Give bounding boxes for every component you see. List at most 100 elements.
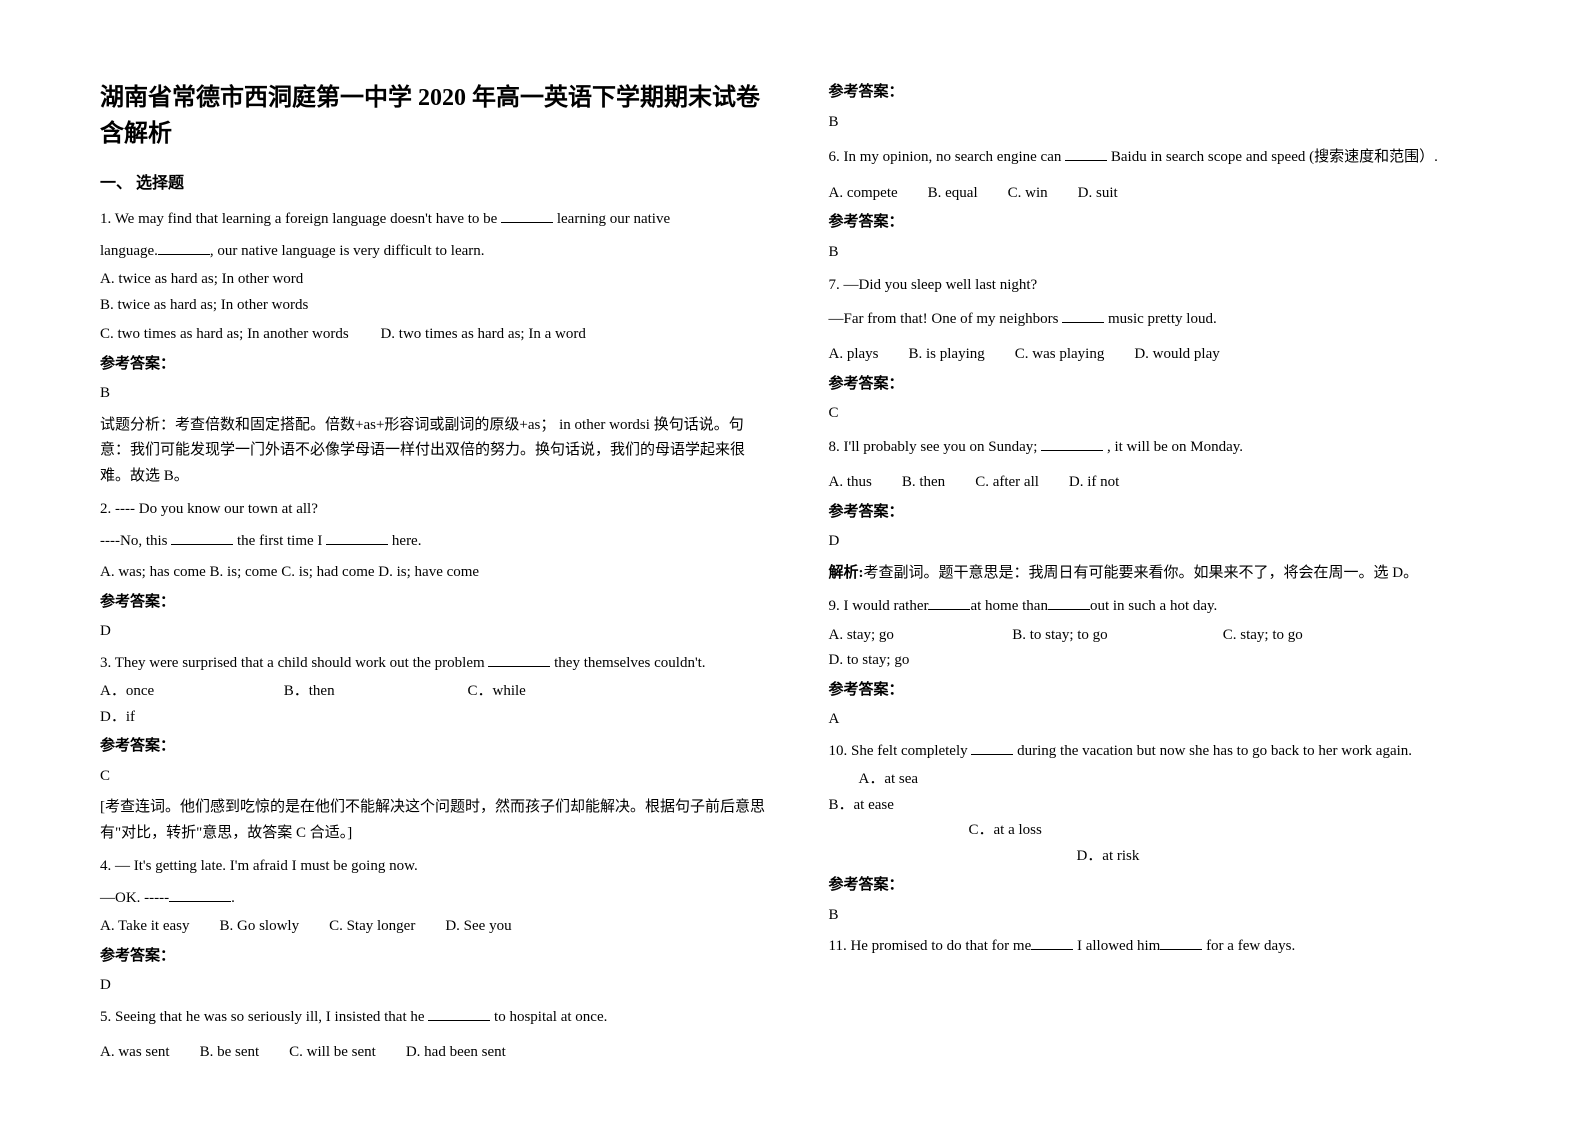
q1-optA: A. twice as hard as; In other word: [100, 267, 421, 293]
question-2-line2: ----No, this the first time I here.: [100, 529, 769, 555]
q8-optD: D. if not: [1069, 470, 1119, 496]
q8-expl-text: 考查副词。题干意思是：我周日有可能要来看你。如果来不了，将会在周一。选 D。: [864, 565, 1419, 581]
q4-line2b: .: [231, 890, 235, 906]
blank: [326, 531, 388, 545]
q4-answer: D: [100, 973, 769, 999]
q1-text-a: 1. We may find that learning a foreign l…: [100, 211, 497, 227]
q10-text-b: during the vacation but now she has to g…: [1017, 743, 1412, 759]
blank: [971, 741, 1013, 755]
q7-line2b: music pretty loud.: [1108, 311, 1217, 327]
q8-text-b: , it will be on Monday.: [1107, 439, 1243, 455]
q4-optC: C. Stay longer: [329, 914, 415, 940]
q3-optC: C．while: [468, 679, 622, 705]
q3-options: A．once B．then C．while D．if: [100, 679, 769, 730]
q9-optD: D. to stay; go: [829, 648, 963, 674]
q2-options: A. was; has come B. is; come C. is; had …: [100, 560, 769, 586]
blank: [428, 1007, 490, 1021]
q2-line2c: here.: [392, 533, 422, 549]
q3-answer: C: [100, 764, 769, 790]
q5-answer: B: [829, 110, 1498, 136]
q1-text-d: , our native language is very difficult …: [210, 243, 485, 259]
answer-label: 参考答案：: [829, 372, 1498, 398]
q9-options: A. stay; go B. to stay; to go C. stay; t…: [829, 623, 1498, 674]
question-7b: —Far from that! One of my neighbors musi…: [829, 307, 1498, 333]
q1-text-b: learning our native: [557, 211, 670, 227]
q7-optB: B. is playing: [909, 342, 985, 368]
answer-label: 参考答案：: [829, 873, 1498, 899]
q4-line2: —OK. -----: [100, 890, 169, 906]
q1-options: A. twice as hard as; In other word B. tw…: [100, 267, 769, 318]
blank: [158, 241, 210, 255]
answer-label: 参考答案：: [100, 734, 769, 760]
question-8: 8. I'll probably see you on Sunday; , it…: [829, 435, 1498, 461]
q1-optC: C. two times as hard as; In another word…: [100, 322, 349, 348]
q10-options: A．at sea B．at ease C．at a loss D．at risk: [829, 767, 1498, 869]
answer-label: 参考答案：: [100, 590, 769, 616]
q10-optA: A．at sea: [829, 767, 1150, 793]
blank: [1160, 937, 1202, 951]
q6-optB: B. equal: [928, 181, 978, 207]
q3-optB: B．then: [284, 679, 438, 705]
answer-label: 参考答案：: [829, 80, 1498, 106]
q5-text-a: 5. Seeing that he was so seriously ill, …: [100, 1009, 425, 1025]
q9-optB: B. to stay; to go: [1012, 623, 1192, 649]
blank: [501, 210, 553, 224]
q10-optD: D．at risk: [829, 844, 1150, 870]
q8-optA: A. thus: [829, 470, 872, 496]
q6-options: A. compete B. equal C. win D. suit: [829, 181, 1498, 207]
q9-text-c: out in such a hot day.: [1090, 598, 1217, 614]
q4-optD: D. See you: [445, 914, 511, 940]
question-11: 11. He promised to do that for me I allo…: [829, 934, 1498, 960]
q2-line2b: the first time I: [237, 533, 322, 549]
expl-label: 解析:: [829, 565, 864, 581]
question-1: 1. We may find that learning a foreign l…: [100, 207, 769, 233]
q5-optB: B. be sent: [200, 1040, 260, 1066]
q11-text-c: for a few days.: [1206, 938, 1295, 954]
q6-text-a: 6. In my opinion, no search engine can: [829, 149, 1062, 165]
q1-explanation: 试题分析：考查倍数和固定搭配。倍数+as+形容词或副词的原级+as； in ot…: [100, 413, 769, 490]
question-7: 7. —Did you sleep well last night?: [829, 273, 1498, 299]
question-5: 5. Seeing that he was so seriously ill, …: [100, 1005, 769, 1031]
q9-text-a: 9. I would rather: [829, 598, 929, 614]
question-4: 4. — It's getting late. I'm afraid I mus…: [100, 854, 769, 880]
blank: [169, 888, 231, 902]
q8-optB: B. then: [902, 470, 945, 496]
question-10: 10. She felt completely during the vacat…: [829, 739, 1498, 765]
question-1-line2: language. , our native language is very d…: [100, 239, 769, 265]
q1-text-c: language.: [100, 243, 158, 259]
q4-options: A. Take it easy B. Go slowly C. Stay lon…: [100, 914, 769, 940]
q8-explanation: 解析:考查副词。题干意思是：我周日有可能要来看你。如果来不了，将会在周一。选 D…: [829, 561, 1498, 587]
q5-optC: C. will be sent: [289, 1040, 376, 1066]
q2-line2a: ----No, this: [100, 533, 168, 549]
q7-line2a: —Far from that! One of my neighbors: [829, 311, 1059, 327]
q3-text-a: 3. They were surprised that a child shou…: [100, 655, 485, 671]
q6-text-b: Baidu in search scope and speed (搜索速度和范围…: [1111, 149, 1438, 165]
q1-options-2: C. two times as hard as; In another word…: [100, 322, 769, 348]
blank: [1062, 309, 1104, 323]
answer-label: 参考答案：: [829, 210, 1498, 236]
q6-optA: A. compete: [829, 181, 898, 207]
q7-optA: A. plays: [829, 342, 879, 368]
q3-optD: D．if: [100, 705, 254, 731]
q8-text-a: 8. I'll probably see you on Sunday;: [829, 439, 1038, 455]
answer-label: 参考答案：: [829, 500, 1498, 526]
q11-text-b: I allowed him: [1077, 938, 1160, 954]
answer-label: 参考答案：: [829, 678, 1498, 704]
q6-optC: C. win: [1008, 181, 1048, 207]
q5-optA: A. was sent: [100, 1040, 170, 1066]
q2-answer: D: [100, 619, 769, 645]
q7-optD: D. would play: [1134, 342, 1219, 368]
q5-optD: D. had been sent: [406, 1040, 506, 1066]
q7-options: A. plays B. is playing C. was playing D.…: [829, 342, 1498, 368]
q9-optA: A. stay; go: [829, 623, 983, 649]
q4-optA: A. Take it easy: [100, 914, 189, 940]
q8-options: A. thus B. then C. after all D. if not: [829, 470, 1498, 496]
q7-answer: C: [829, 401, 1498, 427]
question-9: 9. I would ratherat home thanout in such…: [829, 594, 1498, 620]
q6-answer: B: [829, 240, 1498, 266]
section-heading: 一、 选择题: [100, 170, 769, 197]
blank: [1048, 597, 1090, 611]
question-3: 3. They were surprised that a child shou…: [100, 651, 769, 677]
q1-answer: B: [100, 381, 769, 407]
q8-answer: D: [829, 529, 1498, 555]
